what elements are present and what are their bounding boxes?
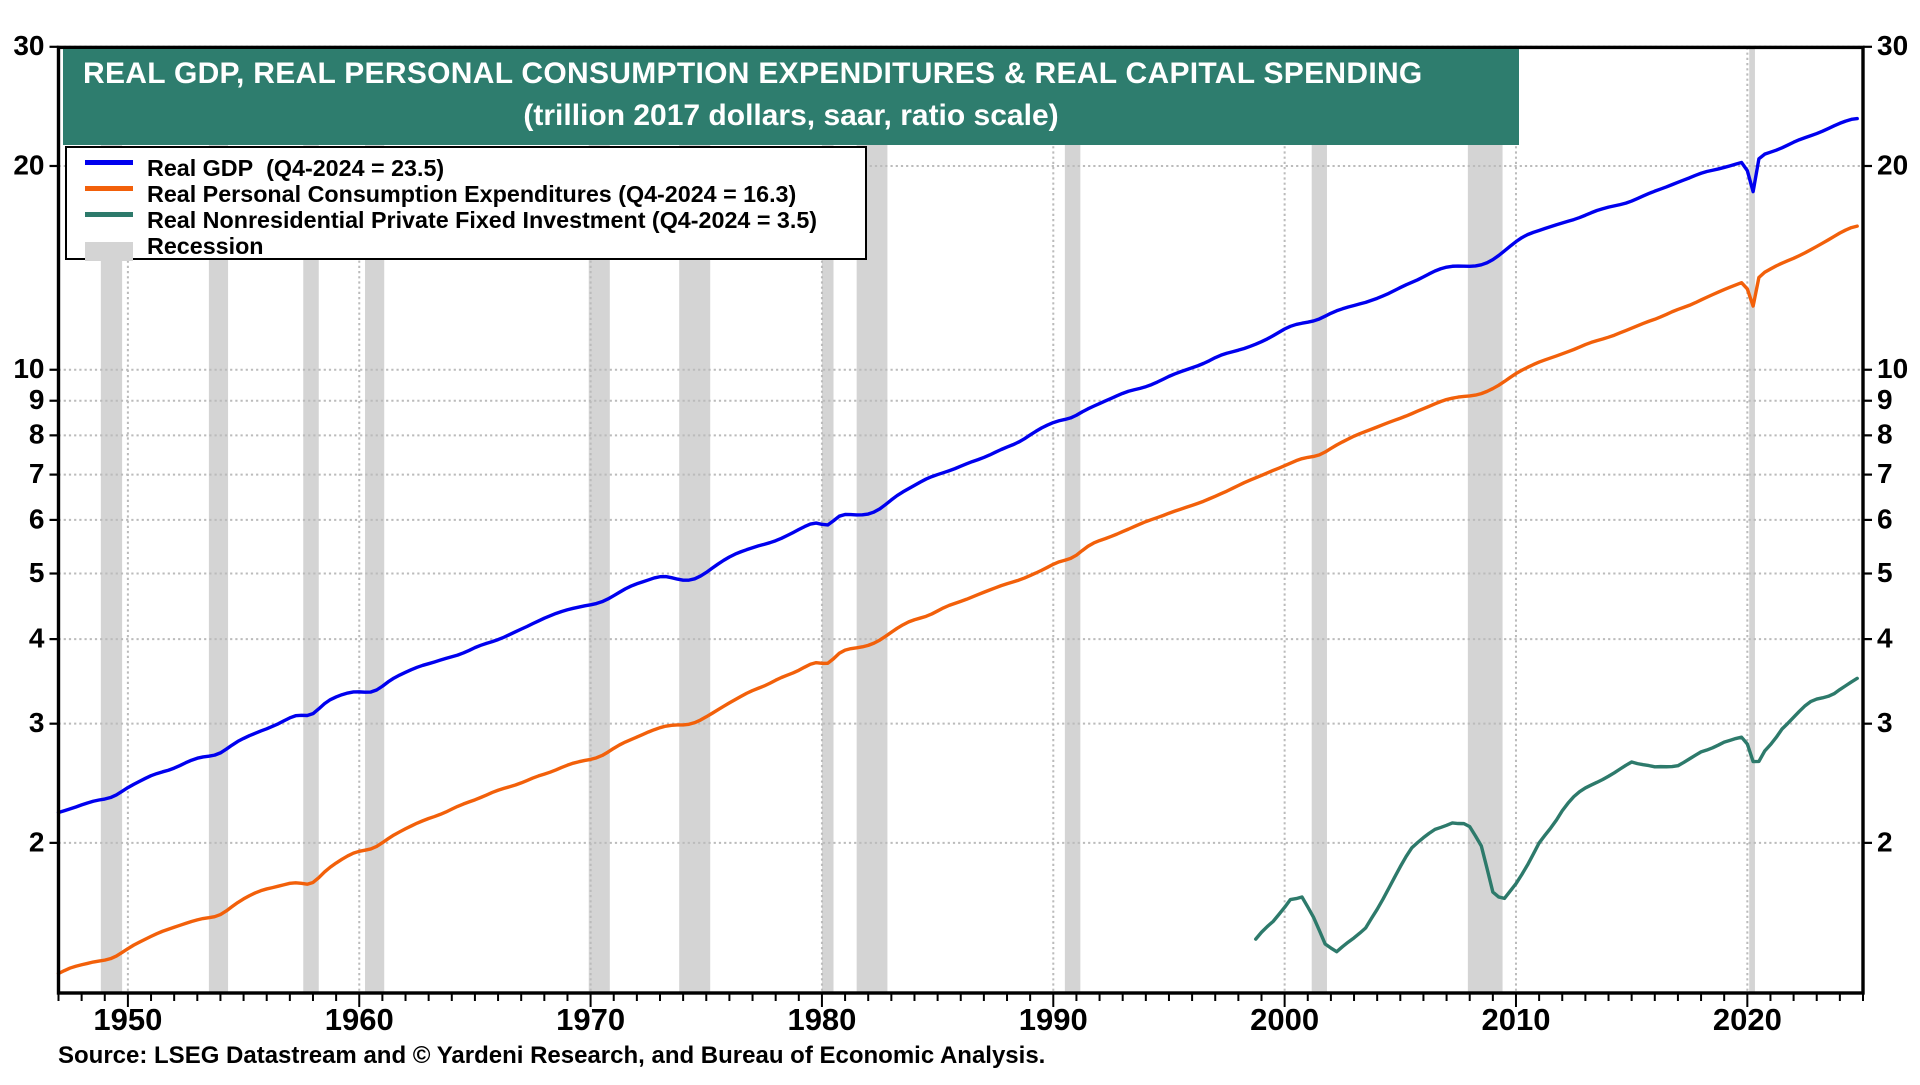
svg-text:30: 30: [13, 30, 44, 61]
svg-text:4: 4: [1877, 623, 1893, 654]
svg-text:7: 7: [1877, 458, 1893, 489]
svg-text:2010: 2010: [1481, 1002, 1550, 1037]
svg-text:1960: 1960: [325, 1002, 394, 1037]
svg-text:1980: 1980: [787, 1002, 856, 1037]
svg-text:5: 5: [1877, 557, 1893, 588]
svg-text:6: 6: [29, 503, 45, 534]
svg-text:4: 4: [29, 623, 45, 654]
svg-text:2: 2: [29, 826, 45, 857]
svg-text:10: 10: [1877, 353, 1908, 384]
svg-text:8: 8: [1877, 419, 1893, 450]
svg-text:1970: 1970: [556, 1002, 625, 1037]
svg-text:5: 5: [29, 557, 45, 588]
svg-text:1990: 1990: [1019, 1002, 1088, 1037]
svg-text:20: 20: [1877, 149, 1908, 180]
svg-text:2000: 2000: [1250, 1002, 1319, 1037]
svg-text:7: 7: [29, 458, 45, 489]
svg-text:3: 3: [29, 707, 45, 738]
svg-text:1950: 1950: [93, 1002, 162, 1037]
svg-text:3: 3: [1877, 707, 1893, 738]
svg-text:30: 30: [1877, 30, 1908, 61]
svg-text:8: 8: [29, 419, 45, 450]
svg-text:2: 2: [1877, 826, 1893, 857]
svg-text:6: 6: [1877, 503, 1893, 534]
svg-text:9: 9: [1877, 384, 1893, 415]
svg-text:2020: 2020: [1713, 1002, 1782, 1037]
svg-text:20: 20: [13, 149, 44, 180]
svg-text:10: 10: [13, 353, 44, 384]
svg-text:9: 9: [29, 384, 45, 415]
